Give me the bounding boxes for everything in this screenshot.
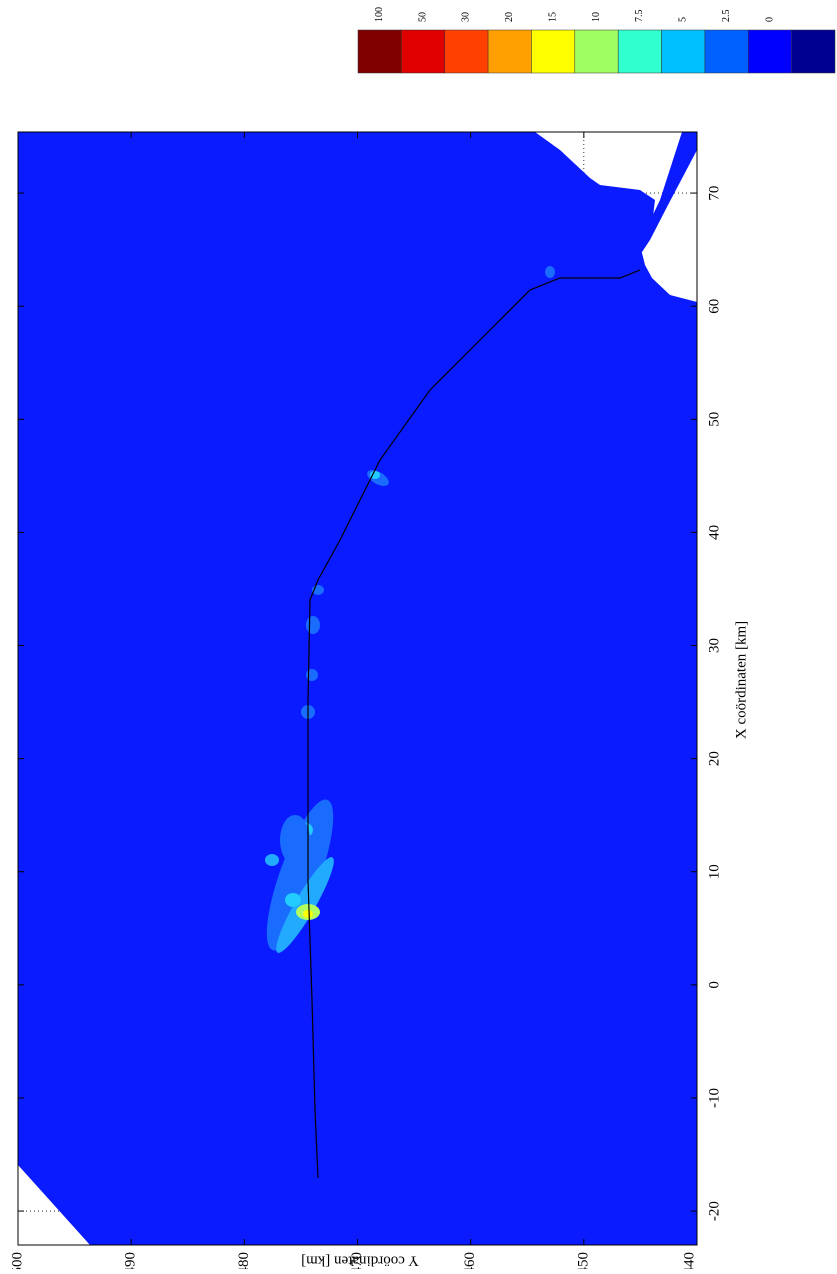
contour-blob	[303, 910, 313, 918]
contour-field	[18, 132, 697, 1245]
colorbar-swatch	[617, 29, 662, 74]
y-tick-label: 450	[575, 1252, 591, 1269]
track-line	[307, 269, 641, 1179]
x-tick-label: 60	[706, 299, 722, 314]
contour-blob	[280, 815, 310, 865]
channel	[636, 132, 697, 255]
colorbar-swatch	[401, 29, 445, 74]
contour-blob	[370, 471, 380, 479]
sea-region	[18, 132, 697, 1245]
colorbar-label: 15	[547, 12, 558, 22]
x-tick-label: 50	[706, 412, 722, 427]
contour-blob	[265, 854, 279, 866]
contour-blob	[266, 799, 334, 951]
colorbar-label: 0	[764, 17, 775, 22]
y-tick-label: 480	[236, 1252, 252, 1269]
colorbar-swatch	[661, 29, 706, 74]
colorbar-label: 10	[591, 12, 602, 22]
x-tick-label: 20	[706, 751, 722, 766]
colorbar: 100 50 30 20 15 10 7.5 5 2.5 0	[357, 7, 836, 74]
contour-blob	[306, 669, 318, 681]
x-tick-label: 40	[706, 525, 722, 540]
y-tick-label: 490	[123, 1252, 139, 1269]
colorbar-swatch	[574, 29, 619, 74]
contour-blob	[306, 616, 320, 634]
y-tick-label: 460	[462, 1252, 478, 1269]
colorbar-swatch	[704, 29, 749, 74]
colorbar-swatch	[748, 29, 792, 74]
colorbar-swatch	[531, 29, 576, 74]
colorbar-swatch	[487, 29, 532, 74]
colorbar-label: 30	[461, 12, 472, 22]
colorbar-label: 20	[504, 12, 515, 22]
colorbar-label: 2.5	[721, 10, 732, 23]
x-tick-label: 30	[706, 638, 722, 653]
contour-blob	[545, 266, 555, 278]
colorbar-swatch	[357, 29, 402, 74]
colorbar-label: 5	[678, 17, 689, 22]
y-tick-label: 500	[9, 1252, 25, 1269]
x-tick-label: 10	[706, 864, 722, 879]
colorbar-label: 7.5	[634, 10, 645, 23]
x-tick-label: -10	[706, 1088, 722, 1108]
contour-blob	[285, 893, 301, 907]
y-tick-label: 440	[681, 1252, 697, 1269]
colorbar-swatch	[444, 29, 489, 74]
x-tick-label: -20	[706, 1201, 722, 1221]
colorbar-label: 100	[374, 7, 385, 22]
x-tick-label: 70	[706, 186, 722, 201]
x-axis-label: X coördinaten [km]	[733, 621, 749, 739]
y-axis-label: Y coördinaten [km]	[301, 1253, 419, 1269]
x-tick-label: 0	[706, 981, 722, 989]
colorbar-swatch	[791, 29, 836, 74]
colorbar-label: 50	[417, 12, 428, 22]
